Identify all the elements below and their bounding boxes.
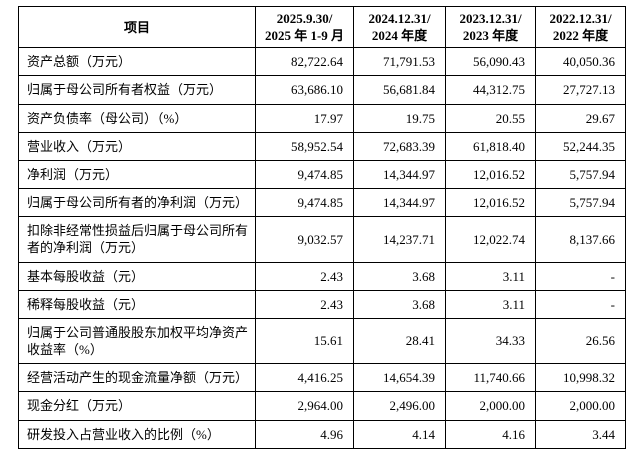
col-header-period-2023: 2023.12.31/ 2023 年度 xyxy=(445,5,536,49)
cell-value: 3.68 xyxy=(353,289,446,319)
row-label: 净利润（万元） xyxy=(18,159,256,190)
cell-value: 3.68 xyxy=(353,261,446,291)
cell-value: 71,791.53 xyxy=(353,47,446,77)
period-name: 2022 年度 xyxy=(552,28,609,44)
period-date: 2025.9.30/ xyxy=(276,11,333,26)
cell-value: 34.33 xyxy=(445,317,536,365)
row-label: 扣除非经常性损益后归属于母公司所有者的净利润（万元） xyxy=(18,216,256,263)
table-body: 资产总额（万元） 82,722.64 71,791.53 56,090.43 4… xyxy=(18,47,626,449)
cell-value: 3.11 xyxy=(445,289,536,319)
cell-value: 9,032.57 xyxy=(255,216,354,263)
cell-value: 11,740.66 xyxy=(445,363,536,393)
cell-value: 15.61 xyxy=(255,317,354,365)
row-label: 归属于母公司所有者权益（万元） xyxy=(18,75,256,105)
cell-value: 40,050.36 xyxy=(535,47,626,77)
cell-value: - xyxy=(535,261,626,291)
cell-value: 14,344.97 xyxy=(353,188,446,218)
cell-value: 12,016.52 xyxy=(445,159,536,190)
period-name: 2025 年 1-9 月 xyxy=(264,28,345,44)
col-header-item: 项目 xyxy=(18,5,256,49)
cell-value: 2,000.00 xyxy=(445,391,536,421)
row-label: 资产负债率（母公司）（%） xyxy=(18,103,256,133)
cell-value: 56,681.84 xyxy=(353,75,446,105)
cell-value: 17.97 xyxy=(255,103,354,133)
cell-value: 10,998.32 xyxy=(535,363,626,393)
cell-value: - xyxy=(535,289,626,319)
cell-value: 12,022.74 xyxy=(445,216,536,263)
cell-value: 2,496.00 xyxy=(353,391,446,421)
cell-value: 4.96 xyxy=(255,419,354,449)
table-row: 资产总额（万元） 82,722.64 71,791.53 56,090.43 4… xyxy=(18,47,626,77)
header-row: 项目 2025.9.30/ 2025 年 1-9 月 2024.12.31/ 2… xyxy=(18,5,626,49)
cell-value: 2,964.00 xyxy=(255,391,354,421)
cell-value: 27,727.13 xyxy=(535,75,626,105)
cell-value: 29.67 xyxy=(535,103,626,133)
col-header-period-2024: 2024.12.31/ 2024 年度 xyxy=(353,5,446,49)
table-row: 归属于母公司所有者的净利润（万元） 9,474.85 14,344.97 12,… xyxy=(18,188,626,218)
cell-value: 14,237.71 xyxy=(353,216,446,263)
cell-value: 26.56 xyxy=(535,317,626,365)
cell-value: 52,244.35 xyxy=(535,131,626,161)
table-row: 经营活动产生的现金流量净额（万元） 4,416.25 14,654.39 11,… xyxy=(18,363,626,393)
cell-value: 9,474.85 xyxy=(255,188,354,218)
table-row: 归属于公司普通股股东加权平均净资产收益率（%） 15.61 28.41 34.3… xyxy=(18,317,626,365)
table-row: 净利润（万元） 9,474.85 14,344.97 12,016.52 5,7… xyxy=(18,159,626,190)
cell-value: 8,137.66 xyxy=(535,216,626,263)
cell-value: 4.14 xyxy=(353,419,446,449)
cell-value: 44,312.75 xyxy=(445,75,536,105)
cell-value: 9,474.85 xyxy=(255,159,354,190)
table-row: 基本每股收益（元） 2.43 3.68 3.11 - xyxy=(18,261,626,291)
row-label: 研发投入占营业收入的比例（%） xyxy=(18,419,256,449)
row-label: 现金分红（万元） xyxy=(18,391,256,421)
row-label: 稀释每股收益（元） xyxy=(18,289,256,319)
cell-value: 5,757.94 xyxy=(535,188,626,218)
cell-value: 14,344.97 xyxy=(353,159,446,190)
cell-value: 20.55 xyxy=(445,103,536,133)
table-row: 现金分红（万元） 2,964.00 2,496.00 2,000.00 2,00… xyxy=(18,391,626,421)
cell-value: 19.75 xyxy=(353,103,446,133)
row-label: 经营活动产生的现金流量净额（万元） xyxy=(18,363,256,393)
cell-value: 3.44 xyxy=(535,419,626,449)
table-row: 研发投入占营业收入的比例（%） 4.96 4.14 4.16 3.44 xyxy=(18,419,626,449)
cell-value: 61,818.40 xyxy=(445,131,536,161)
cell-value: 28.41 xyxy=(353,317,446,365)
cell-value: 2,000.00 xyxy=(535,391,626,421)
col-header-period-2025: 2025.9.30/ 2025 年 1-9 月 xyxy=(255,5,354,49)
cell-value: 4,416.25 xyxy=(255,363,354,393)
cell-value: 58,952.54 xyxy=(255,131,354,161)
cell-value: 56,090.43 xyxy=(445,47,536,77)
period-date: 2022.12.31/ xyxy=(549,11,612,26)
table-row: 归属于母公司所有者权益（万元） 63,686.10 56,681.84 44,3… xyxy=(18,75,626,105)
cell-value: 12,016.52 xyxy=(445,188,536,218)
table-row: 资产负债率（母公司）（%） 17.97 19.75 20.55 29.67 xyxy=(18,103,626,133)
period-name: 2024 年度 xyxy=(371,28,428,44)
cell-value: 5,757.94 xyxy=(535,159,626,190)
cell-value: 2.43 xyxy=(255,261,354,291)
table-row: 稀释每股收益（元） 2.43 3.68 3.11 - xyxy=(18,289,626,319)
table-row: 扣除非经常性损益后归属于母公司所有者的净利润（万元） 9,032.57 14,2… xyxy=(18,216,626,263)
cell-value: 3.11 xyxy=(445,261,536,291)
cell-value: 63,686.10 xyxy=(255,75,354,105)
period-date: 2023.12.31/ xyxy=(459,11,522,26)
period-name: 2023 年度 xyxy=(462,28,519,44)
cell-value: 82,722.64 xyxy=(255,47,354,77)
row-label: 基本每股收益（元） xyxy=(18,261,256,291)
row-label: 营业收入（万元） xyxy=(18,131,256,161)
col-header-period-2022: 2022.12.31/ 2022 年度 xyxy=(535,5,626,49)
table-row: 营业收入（万元） 58,952.54 72,683.39 61,818.40 5… xyxy=(18,131,626,161)
row-label: 归属于公司普通股股东加权平均净资产收益率（%） xyxy=(18,317,256,365)
period-date: 2024.12.31/ xyxy=(368,11,431,26)
cell-value: 72,683.39 xyxy=(353,131,446,161)
cell-value: 2.43 xyxy=(255,289,354,319)
financial-summary-table: 项目 2025.9.30/ 2025 年 1-9 月 2024.12.31/ 2… xyxy=(18,5,626,449)
row-label: 归属于母公司所有者的净利润（万元） xyxy=(18,188,256,218)
cell-value: 14,654.39 xyxy=(353,363,446,393)
row-label: 资产总额（万元） xyxy=(18,47,256,77)
cell-value: 4.16 xyxy=(445,419,536,449)
